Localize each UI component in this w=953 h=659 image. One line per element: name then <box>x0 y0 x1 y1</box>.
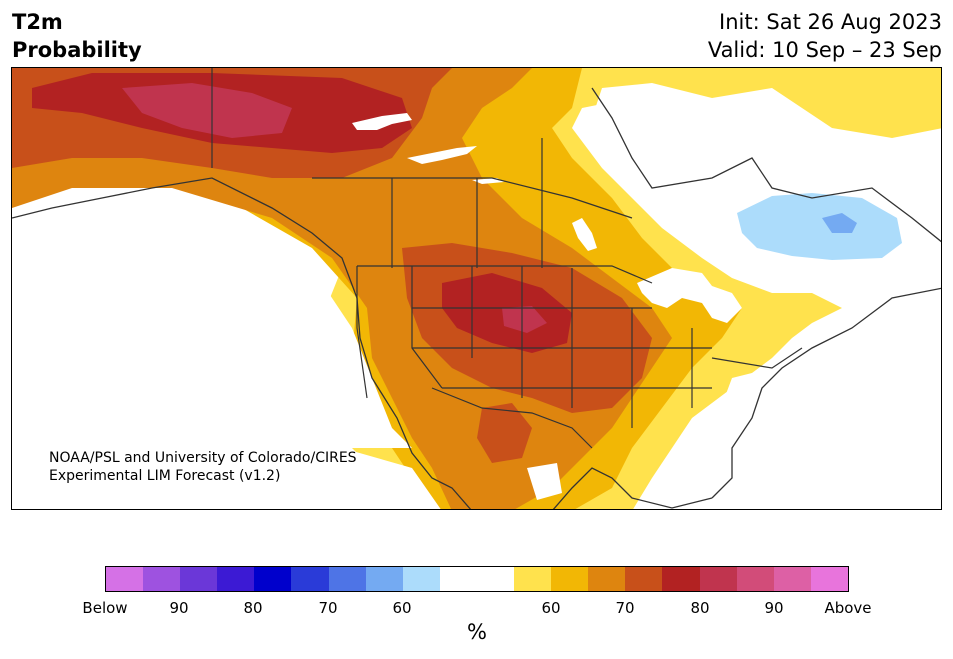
colorbar-swatch <box>736 567 774 591</box>
colorbar-swatch <box>439 567 477 591</box>
colorbar-swatch <box>476 567 515 591</box>
colorbar-swatch <box>365 567 403 591</box>
colorbar-swatch <box>143 567 181 591</box>
border-west-coast <box>356 266 368 399</box>
title-line-variable: T2m <box>12 10 63 34</box>
region-85-percent <box>122 83 292 138</box>
region-neutral-baja <box>527 463 562 500</box>
region-85-percent-central <box>502 306 547 333</box>
region-neutral-north <box>592 83 812 188</box>
colorbar-label-60-above: 60 <box>541 599 561 617</box>
colorbar-swatch <box>773 567 811 591</box>
atlantic-coast <box>711 287 941 499</box>
colorbar-label-below: Below <box>82 599 128 617</box>
colorbar-swatch <box>625 567 663 591</box>
colorbar-swatch <box>106 567 144 591</box>
great-bear-lake <box>352 113 412 130</box>
region-75-percent-mexico <box>477 403 532 463</box>
colorbar-swatch <box>291 567 329 591</box>
colorbar-swatch <box>514 567 552 591</box>
colorbar-label-90-above: 90 <box>764 599 784 617</box>
region-neutral-west <box>12 218 412 448</box>
title-line-quantity: Probability <box>12 38 142 62</box>
great-lakes <box>637 268 742 323</box>
border-east <box>711 347 803 369</box>
colorbar-label-80-below: 80 <box>243 599 263 617</box>
region-60-percent-ne <box>772 68 941 138</box>
political-borders <box>211 68 803 449</box>
colorbar-swatch <box>328 567 366 591</box>
north-america-map <box>12 68 941 509</box>
colorbar-label-80-above: 80 <box>690 599 710 617</box>
colorbar-swatch <box>662 567 700 591</box>
forecast-dates: Init: Sat 26 Aug 2023 Valid: 10 Sep – 23… <box>708 8 942 64</box>
region-70-percent <box>12 68 672 509</box>
colorbar-label-60-below: 60 <box>392 599 412 617</box>
pacific-coast <box>12 177 472 509</box>
colorbar-swatch <box>588 567 626 591</box>
map-title: T2m Probability <box>12 8 142 64</box>
lake-winnipeg <box>572 218 597 251</box>
gulf-coast <box>552 467 713 509</box>
colorbar-swatch <box>254 567 292 591</box>
colorbar-swatch <box>551 567 589 591</box>
credit-line-1: NOAA/PSL and University of Colorado/CIRE… <box>49 450 357 466</box>
colorbar-label-90-below: 90 <box>169 599 189 617</box>
region-below-65-percent <box>822 213 857 233</box>
init-date: Init: Sat 26 Aug 2023 <box>719 10 942 34</box>
coastlines <box>12 87 941 509</box>
region-neutral-ocean-s <box>12 388 441 509</box>
colorbar-label-70-above: 70 <box>615 599 635 617</box>
colorbar-swatch <box>810 567 848 591</box>
colorbar-label-70-below: 70 <box>318 599 338 617</box>
colorbar <box>105 566 849 592</box>
colorbar-label-above: Above <box>824 599 872 617</box>
colorbar-swatch <box>699 567 737 591</box>
border-60n <box>312 177 633 219</box>
valid-range: Valid: 10 Sep – 23 Sep <box>707 38 942 62</box>
credit-line-2: Experimental LIM Forecast (v1.2) <box>49 468 281 484</box>
border-us-canada <box>357 265 653 284</box>
forecast-credit: NOAA/PSL and University of Colorado/CIRE… <box>49 449 357 485</box>
colorbar-swatch <box>402 567 440 591</box>
colorbar-swatch <box>217 567 255 591</box>
great-slave-lake <box>407 146 477 164</box>
colorbar-unit: % <box>467 620 487 644</box>
region-below-60-percent <box>737 193 902 260</box>
probability-map <box>11 67 942 510</box>
hudson-bay-coast <box>591 87 941 243</box>
border-us-mexico <box>431 387 593 449</box>
colorbar-swatch <box>180 567 218 591</box>
